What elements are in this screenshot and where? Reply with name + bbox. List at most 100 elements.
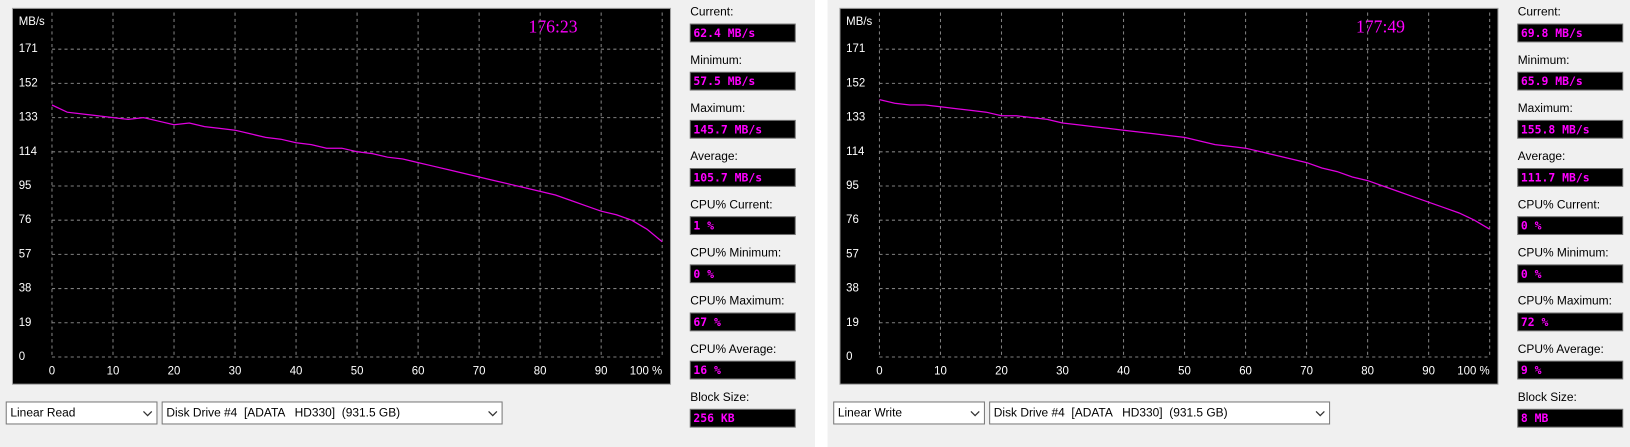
x-tick-label: 30: [229, 366, 242, 378]
test-dropdown-text: Linear Write: [838, 406, 902, 420]
stat-box: [689, 23, 796, 43]
stat-value: 72 %: [1521, 315, 1549, 329]
stat-label: Maximum:: [1518, 101, 1573, 115]
x-tick-label: 20: [168, 366, 181, 378]
y-tick-label: 152: [846, 77, 865, 89]
stat-box: [689, 71, 796, 91]
x-tick-label: 0: [876, 366, 882, 378]
data-line: [51, 104, 663, 243]
stat-box: [689, 312, 796, 332]
stat-label: CPU% Current:: [1518, 197, 1600, 211]
stat-value: 0 %: [1521, 267, 1542, 281]
x-tick-label: 30: [1056, 366, 1069, 378]
drive-dropdown[interactable]: [161, 401, 503, 425]
stat-box: [1517, 408, 1624, 428]
y-tick-label: 133: [846, 112, 865, 124]
stat-label: Average:: [1518, 149, 1566, 163]
separator: [815, 0, 828, 447]
stat-label: Average:: [690, 149, 738, 163]
x-tick-label: 80: [534, 366, 547, 378]
drive-dropdown[interactable]: [989, 401, 1331, 425]
x-tick-label: 20: [995, 366, 1008, 378]
stat-box: [1517, 264, 1624, 284]
x-tick-label: 70: [473, 366, 486, 378]
x-tick-label: 50: [351, 366, 364, 378]
stat-value: 155.8 MB/s: [1521, 122, 1590, 136]
plot-background: [839, 7, 1499, 385]
y-tick-label: 95: [846, 180, 859, 192]
stat-box: [689, 360, 796, 380]
stat-box: [1517, 23, 1624, 43]
stat-value: 111.7 MB/s: [1521, 170, 1590, 184]
y-tick-label: 38: [19, 283, 32, 295]
y-tick-label: 19: [846, 317, 859, 329]
stat-box: [689, 168, 796, 187]
stat-value: 57.5 MB/s: [693, 74, 755, 88]
stat-box: [1517, 312, 1624, 332]
stat-value: 105.7 MB/s: [693, 170, 762, 184]
stat-label: CPU% Maximum:: [690, 294, 784, 308]
drive-dropdown-text: Disk Drive #4 [ADATA HD330] (931.5 GB): [994, 406, 1228, 420]
stat-label: Current:: [1518, 5, 1561, 19]
y-tick-label: 57: [19, 248, 32, 260]
drive-dropdown-text: Disk Drive #4 [ADATA HD330] (931.5 GB): [166, 406, 400, 420]
stat-value: 145.7 MB/s: [693, 122, 762, 136]
stat-value: 65.9 MB/s: [1521, 74, 1583, 88]
stat-label: Minimum:: [1518, 53, 1570, 67]
y-axis-label: MB/s: [846, 16, 872, 28]
test-dropdown[interactable]: [5, 401, 158, 425]
stat-label: Block Size:: [690, 390, 749, 404]
x-tick-label: 100 %: [1457, 366, 1489, 378]
stat-label: Minimum:: [690, 53, 742, 67]
stat-box: [1517, 168, 1624, 187]
x-tick-label: 40: [290, 366, 303, 378]
x-tick-label: 50: [1178, 366, 1191, 378]
stat-value: 9 %: [1521, 363, 1542, 377]
drive-dropdown-arrow: [1315, 410, 1325, 417]
plot-background: [11, 7, 672, 385]
test-dropdown-arrow: [970, 410, 980, 417]
stat-value: 1 %: [693, 219, 714, 233]
y-tick-label: 171: [19, 43, 38, 55]
y-tick-label: 114: [846, 146, 865, 158]
y-tick-label: 19: [19, 317, 32, 329]
x-tick-label: 90: [595, 366, 608, 378]
stat-box: [1517, 71, 1624, 91]
stat-box: [1517, 360, 1624, 380]
stat-value: 8 MB: [1521, 411, 1549, 425]
stat-value: 67 %: [693, 315, 721, 329]
x-tick-label: 60: [1239, 366, 1252, 378]
stat-label: Block Size:: [1518, 390, 1577, 404]
stat-value: 0 %: [693, 267, 714, 281]
timer: 177:49: [1356, 16, 1405, 36]
x-tick-label: 60: [412, 366, 425, 378]
x-tick-label: 10: [107, 366, 120, 378]
x-tick-label: 10: [934, 366, 947, 378]
stat-label: CPU% Average:: [1518, 342, 1604, 356]
stat-box: [1517, 119, 1624, 139]
y-tick-label: 114: [19, 146, 38, 158]
y-tick-label: 171: [846, 43, 865, 55]
x-tick-label: 0: [49, 366, 55, 378]
x-tick-label: 100 %: [630, 366, 662, 378]
y-tick-label: 95: [19, 180, 32, 192]
stat-value: 62.4 MB/s: [693, 26, 755, 40]
stat-label: CPU% Minimum:: [1518, 245, 1609, 259]
data-line: [879, 98, 1490, 230]
stat-value: 69.8 MB/s: [1521, 26, 1583, 40]
x-tick-label: 80: [1361, 366, 1374, 378]
y-tick-label: 38: [846, 283, 859, 295]
stat-box: [1517, 216, 1624, 236]
stat-box: [689, 119, 796, 139]
stat-label: CPU% Minimum:: [690, 245, 781, 259]
stat-box: [689, 408, 796, 428]
y-tick-label: 0: [846, 351, 852, 363]
stat-label: CPU% Average:: [690, 342, 776, 356]
stat-label: Current:: [690, 5, 733, 19]
y-tick-label: 76: [846, 214, 859, 226]
test-dropdown[interactable]: [833, 401, 985, 425]
stat-label: Maximum:: [690, 101, 745, 115]
stat-box: [689, 216, 796, 236]
stat-box: [689, 264, 796, 284]
